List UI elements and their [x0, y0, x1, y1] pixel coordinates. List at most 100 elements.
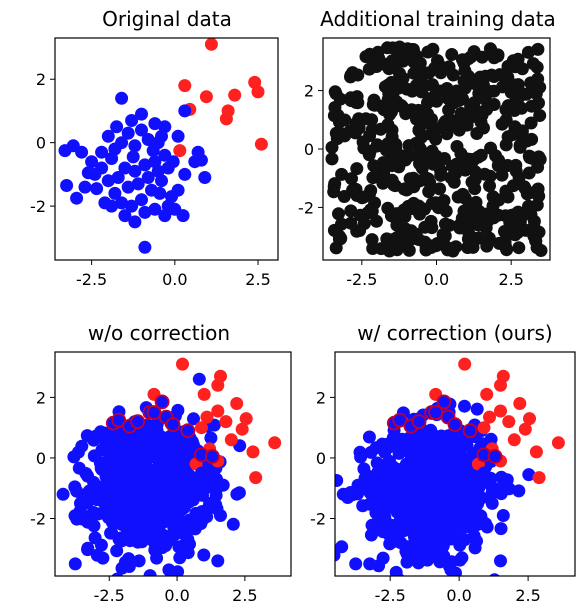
data-point	[483, 179, 496, 193]
data-point	[511, 123, 525, 137]
panel-title: Original data	[102, 7, 232, 31]
data-point	[415, 161, 429, 175]
data-point	[81, 166, 95, 180]
data-point	[90, 182, 104, 196]
data-point	[246, 445, 260, 459]
data-point	[195, 421, 208, 435]
data-point	[396, 492, 410, 505]
data-point	[346, 183, 360, 197]
data-point	[81, 469, 95, 483]
data-point	[239, 412, 253, 426]
data-point	[518, 181, 532, 195]
x-tick-label: 2.5	[515, 586, 540, 605]
data-point	[214, 509, 227, 522]
data-point	[125, 199, 139, 213]
x-tick-label: -2.5	[375, 586, 406, 605]
data-point	[178, 167, 192, 181]
data-point	[532, 471, 546, 485]
data-point	[383, 537, 397, 551]
plot-area: -2.5 0.0 2.5 2 0 -2	[298, 40, 548, 289]
data-point	[462, 106, 476, 120]
data-point	[496, 509, 510, 522]
data-point	[362, 430, 376, 444]
data-point	[131, 177, 145, 191]
data-point	[470, 402, 484, 416]
data-point	[105, 515, 119, 529]
data-point	[419, 484, 432, 498]
data-point	[197, 387, 211, 401]
data-point	[366, 98, 380, 112]
axes-frame	[322, 37, 551, 261]
data-point	[426, 157, 440, 171]
data-point	[147, 536, 161, 549]
data-point	[226, 517, 240, 531]
data-point	[95, 145, 109, 159]
y-tick-label: 2	[36, 388, 46, 407]
data-point	[485, 479, 498, 493]
data-point	[101, 174, 115, 188]
data-point	[436, 394, 452, 410]
data-point	[494, 404, 507, 418]
data-point	[449, 526, 463, 540]
data-point	[476, 78, 490, 92]
data-point	[353, 224, 367, 237]
data-point	[135, 123, 148, 137]
data-point	[70, 484, 84, 498]
data-point	[389, 565, 403, 576]
data-point	[166, 155, 180, 169]
data-point	[195, 466, 208, 480]
data-point	[128, 215, 142, 229]
scatter-points	[325, 40, 548, 258]
data-point	[415, 464, 428, 477]
data-point	[128, 164, 142, 178]
data-point	[480, 387, 494, 401]
data-point	[197, 548, 211, 562]
data-point	[390, 231, 404, 245]
data-point	[508, 60, 522, 74]
data-point	[153, 186, 167, 200]
data-point	[87, 449, 101, 463]
data-point	[175, 501, 189, 515]
data-point	[120, 447, 134, 461]
data-point	[138, 505, 152, 519]
data-point	[375, 437, 389, 451]
data-point	[336, 487, 350, 501]
data-point	[204, 448, 220, 464]
x-tick-label: -2.5	[346, 270, 377, 289]
data-point	[138, 158, 152, 172]
data-point	[425, 112, 438, 126]
data-point	[192, 372, 206, 386]
data-point	[526, 57, 540, 71]
data-point	[364, 184, 378, 197]
data-point	[163, 530, 177, 544]
data-point	[128, 604, 141, 612]
data-point	[401, 182, 414, 196]
data-point	[219, 112, 233, 126]
data-point	[166, 438, 180, 451]
data-point	[364, 528, 378, 542]
data-point	[115, 462, 129, 475]
data-point	[132, 554, 146, 568]
y-tick-label: 0	[36, 449, 46, 468]
data-point	[430, 122, 443, 136]
data-point	[105, 199, 119, 213]
data-point	[506, 179, 520, 193]
data-point	[390, 95, 404, 109]
panel-title: w/ correction (ours)	[357, 321, 552, 345]
plot-area: -2.5 0.0 2.5 2 0 -2	[30, 357, 282, 612]
data-point	[350, 484, 364, 498]
x-tick-label: 0.0	[162, 270, 187, 289]
data-point	[392, 482, 406, 495]
data-point	[344, 68, 358, 82]
data-point	[413, 56, 427, 70]
data-point	[210, 472, 223, 486]
data-point	[249, 471, 263, 485]
data-point	[127, 459, 141, 473]
panel-original-data: Original data -2.5 0.0 2.5 2 0 -2	[30, 7, 279, 289]
data-point	[131, 488, 145, 502]
data-point	[507, 433, 521, 447]
data-point	[78, 180, 92, 194]
data-point	[448, 480, 461, 494]
data-point	[204, 38, 218, 51]
data-point	[511, 205, 525, 219]
